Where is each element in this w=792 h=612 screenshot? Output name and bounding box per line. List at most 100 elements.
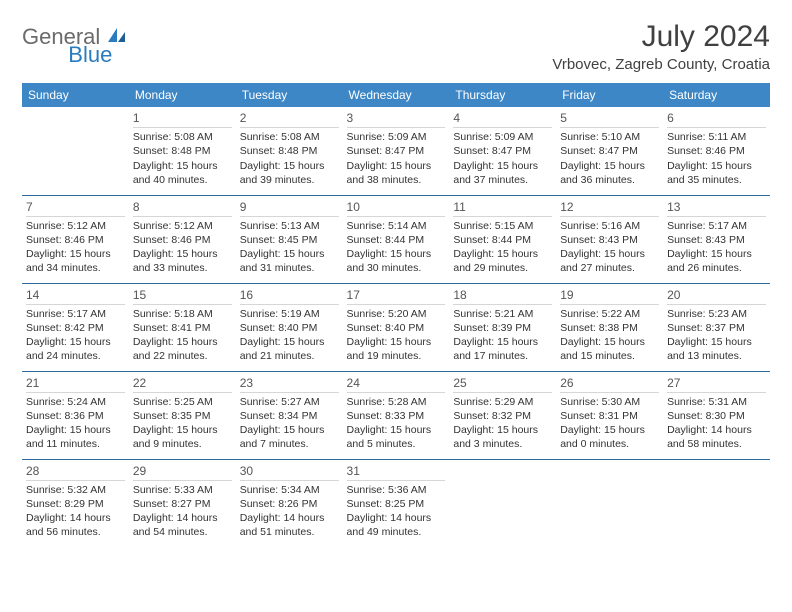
day-details: Sunrise: 5:13 AMSunset: 8:45 PMDaylight:… [240,219,339,276]
calendar-day-cell: 5 Sunrise: 5:10 AMSunset: 8:47 PMDaylight… [556,107,663,195]
calendar-day-cell: 1Sunrise: 5:08 AMSunset: 8:48 PMDaylight… [129,107,236,195]
day-details: Sunrise: 5:12 AMSunset: 8:46 PMDaylight:… [26,219,125,276]
calendar-day-cell: 13Sunrise: 5:17 AMSunset: 8:43 PMDayligh… [663,195,770,283]
sunset-text: Sunset: 8:42 PM [26,321,125,335]
day-details: Sunrise: 5:21 AMSunset: 8:39 PMDaylight:… [453,307,552,364]
day-details: Sunrise: 5:09 AMSunset: 8:47 PMDaylight:… [453,130,552,187]
daylight-text: Daylight: 14 hours and 56 minutes. [26,511,125,539]
sunset-text: Sunset: 8:32 PM [453,409,552,423]
sunrise-text: Sunrise: 5:12 AM [26,219,125,233]
daylight-text: Daylight: 15 hours and 0 minutes. [560,423,659,451]
day-details: Sunrise: 5:36 AMSunset: 8:25 PMDaylight:… [347,483,446,540]
daylight-text: Daylight: 15 hours and 19 minutes. [347,335,446,363]
sunrise-text: Sunrise: 5:08 AM [240,130,339,144]
calendar-day-cell: 18 Sunrise: 5:21 AMSunset: 8:39 PMDayligh… [449,283,556,371]
calendar-day-cell: 22Sunrise: 5:25 AMSunset: 8:35 PMDayligh… [129,371,236,459]
sunrise-text: Sunrise: 5:33 AM [133,483,232,497]
daylight-text: Daylight: 15 hours and 3 minutes. [453,423,552,451]
day-details: Sunrise: 5:19 AMSunset: 8:40 PMDaylight:… [240,307,339,364]
calendar-day-cell: 29Sunrise: 5:33 AMSunset: 8:27 PMDayligh… [129,459,236,547]
daylight-text: Daylight: 15 hours and 15 minutes. [560,335,659,363]
weekday-header: Tuesday [236,83,343,107]
brand-logo: General Blue [22,20,152,50]
day-number: 3 [347,110,446,128]
month-title: July 2024 [552,20,770,54]
sunrise-text: Sunrise: 5:22 AM [560,307,659,321]
page-header: General Blue July 2024 Vrbovec, Zagreb C… [22,20,770,73]
sunset-text: Sunset: 8:35 PM [133,409,232,423]
day-details: Sunrise: 5:10 AMSunset: 8:47 PMDaylight:… [560,130,659,187]
day-number: 31 [347,463,446,481]
sunrise-text: Sunrise: 5:23 AM [667,307,766,321]
weekday-header: Wednesday [343,83,450,107]
sunrise-text: Sunrise: 5:17 AM [26,307,125,321]
daylight-text: Daylight: 15 hours and 38 minutes. [347,159,446,187]
location-label: Vrbovec, Zagreb County, Croatia [552,56,770,73]
sunrise-text: Sunrise: 5:08 AM [133,130,232,144]
sunset-text: Sunset: 8:29 PM [26,497,125,511]
daylight-text: Daylight: 15 hours and 22 minutes. [133,335,232,363]
day-number: 26 [560,375,659,393]
sunset-text: Sunset: 8:47 PM [453,144,552,158]
weekday-header: Monday [129,83,236,107]
sunrise-text: Sunrise: 5:31 AM [667,395,766,409]
sunset-text: Sunset: 8:27 PM [133,497,232,511]
day-details: Sunrise: 5:17 AMSunset: 8:42 PMDaylight:… [26,307,125,364]
day-number: 28 [26,463,125,481]
day-number: 11 [453,199,552,217]
daylight-text: Daylight: 15 hours and 36 minutes. [560,159,659,187]
day-number: 19 [560,287,659,305]
sunrise-text: Sunrise: 5:13 AM [240,219,339,233]
day-number: 18 [453,287,552,305]
calendar-day-cell [556,459,663,547]
sunrise-text: Sunrise: 5:11 AM [667,130,766,144]
day-number: 15 [133,287,232,305]
day-details: Sunrise: 5:12 AMSunset: 8:46 PMDaylight:… [133,219,232,276]
sunset-text: Sunset: 8:44 PM [453,233,552,247]
sunset-text: Sunset: 8:47 PM [560,144,659,158]
calendar-day-cell: 11 Sunrise: 5:15 AMSunset: 8:44 PMDayligh… [449,195,556,283]
day-details: Sunrise: 5:33 AMSunset: 8:27 PMDaylight:… [133,483,232,540]
sunset-text: Sunset: 8:39 PM [453,321,552,335]
daylight-text: Daylight: 14 hours and 51 minutes. [240,511,339,539]
day-details: Sunrise: 5:30 AMSunset: 8:31 PMDaylight:… [560,395,659,452]
daylight-text: Daylight: 15 hours and 31 minutes. [240,247,339,275]
day-details: Sunrise: 5:28 AMSunset: 8:33 PMDaylight:… [347,395,446,452]
day-number: 2 [240,110,339,128]
calendar-day-cell: 21Sunrise: 5:24 AMSunset: 8:36 PMDayligh… [22,371,129,459]
sunrise-text: Sunrise: 5:27 AM [240,395,339,409]
day-number: 13 [667,199,766,217]
sunset-text: Sunset: 8:47 PM [347,144,446,158]
sunset-text: Sunset: 8:31 PM [560,409,659,423]
day-details: Sunrise: 5:18 AMSunset: 8:41 PMDaylight:… [133,307,232,364]
calendar-day-cell: 7Sunrise: 5:12 AMSunset: 8:46 PMDaylight… [22,195,129,283]
sunset-text: Sunset: 8:48 PM [240,144,339,158]
daylight-text: Daylight: 15 hours and 11 minutes. [26,423,125,451]
day-number: 8 [133,199,232,217]
calendar-table: Sunday Monday Tuesday Wednesday Thursday… [22,83,770,547]
day-number: 25 [453,375,552,393]
day-details: Sunrise: 5:20 AMSunset: 8:40 PMDaylight:… [347,307,446,364]
daylight-text: Daylight: 15 hours and 26 minutes. [667,247,766,275]
daylight-text: Daylight: 15 hours and 30 minutes. [347,247,446,275]
day-details: Sunrise: 5:25 AMSunset: 8:35 PMDaylight:… [133,395,232,452]
calendar-day-cell: 28Sunrise: 5:32 AMSunset: 8:29 PMDayligh… [22,459,129,547]
sunrise-text: Sunrise: 5:28 AM [347,395,446,409]
weekday-header: Thursday [449,83,556,107]
daylight-text: Daylight: 15 hours and 21 minutes. [240,335,339,363]
daylight-text: Daylight: 15 hours and 17 minutes. [453,335,552,363]
title-block: July 2024 Vrbovec, Zagreb County, Croati… [552,20,770,73]
calendar-week-row: 28Sunrise: 5:32 AMSunset: 8:29 PMDayligh… [22,459,770,547]
sunset-text: Sunset: 8:25 PM [347,497,446,511]
day-number: 4 [453,110,552,128]
day-number: 5 [560,110,659,128]
calendar-day-cell: 14 Sunrise: 5:17 AMSunset: 8:42 PMDayligh… [22,283,129,371]
sunrise-text: Sunrise: 5:21 AM [453,307,552,321]
calendar-day-cell: 8 Sunrise: 5:12 AMSunset: 8:46 PMDaylight… [129,195,236,283]
day-number: 14 [26,287,125,305]
sunrise-text: Sunrise: 5:34 AM [240,483,339,497]
calendar-day-cell: 3Sunrise: 5:09 AMSunset: 8:47 PMDaylight… [343,107,450,195]
sunrise-text: Sunrise: 5:19 AM [240,307,339,321]
sunrise-text: Sunrise: 5:12 AM [133,219,232,233]
day-details: Sunrise: 5:15 AMSunset: 8:44 PMDaylight:… [453,219,552,276]
